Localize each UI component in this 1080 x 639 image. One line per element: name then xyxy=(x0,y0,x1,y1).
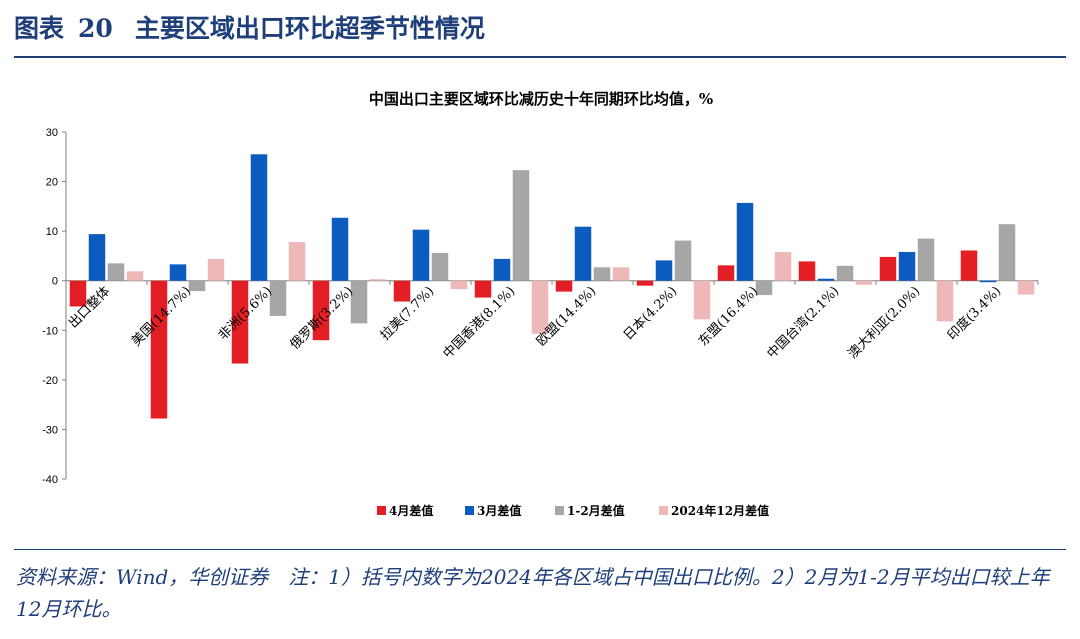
legend-swatch xyxy=(377,506,386,515)
source-footnote: 资料来源：Wind，华创证券 注：1）括号内数字为2024年各区域占中国出口比例… xyxy=(16,565,1050,621)
bar xyxy=(88,234,106,281)
bar xyxy=(312,280,330,341)
y-tick-label: -30 xyxy=(42,424,58,436)
bar xyxy=(431,252,449,281)
bar xyxy=(593,267,611,281)
category-label: 日本(4.2%) xyxy=(621,284,681,344)
bar xyxy=(574,226,592,281)
category-label: 中国台湾(2.1%) xyxy=(764,283,843,362)
bar xyxy=(493,258,511,281)
bars-layer xyxy=(69,154,1035,419)
bar xyxy=(693,280,711,320)
bar xyxy=(636,280,654,286)
legend-label: 1-2月差值 xyxy=(567,503,625,518)
bar xyxy=(855,280,873,285)
figure-label: 图表 xyxy=(14,14,65,43)
legend-swatch xyxy=(465,506,474,515)
bar xyxy=(936,280,954,322)
bar xyxy=(512,170,530,281)
bar xyxy=(269,280,287,316)
bar xyxy=(150,280,168,419)
bar xyxy=(879,256,897,281)
bar xyxy=(474,280,492,298)
bar xyxy=(960,250,978,281)
bar xyxy=(288,242,306,281)
bar xyxy=(736,202,754,281)
bar xyxy=(1017,280,1035,295)
bar xyxy=(126,271,144,281)
bar xyxy=(350,280,368,324)
bar xyxy=(393,280,411,302)
bar xyxy=(917,238,935,281)
bar xyxy=(369,279,387,281)
footnote-rule xyxy=(14,549,1066,550)
bar xyxy=(836,265,854,281)
legend-swatch xyxy=(555,506,564,515)
figure-heading: 图表 20 主要区域出口环比超季节性情况 xyxy=(14,9,485,45)
y-tick-label: 20 xyxy=(46,177,58,189)
category-label: 澳大利亚(2.0%) xyxy=(845,283,924,362)
legend: 4月差值 3月差值 1-2月差值 2024年12月差值 xyxy=(377,503,769,518)
y-tick-label: 30 xyxy=(46,127,58,139)
bar xyxy=(69,280,87,307)
bar xyxy=(674,240,692,281)
legend-label: 2024年12月差值 xyxy=(671,503,769,518)
legend-label: 3月差值 xyxy=(477,503,521,518)
bar xyxy=(331,217,349,281)
bar xyxy=(612,267,630,281)
axis-layer: 30 20 10 0 -10 -20 -30 -40 xyxy=(42,127,1039,486)
bar xyxy=(188,280,206,292)
figure-number: 20 xyxy=(78,14,113,43)
figure-title: 主要区域出口环比超季节性情况 xyxy=(134,14,485,43)
bar xyxy=(531,280,549,334)
y-tick-label: -20 xyxy=(42,375,58,387)
bar xyxy=(898,251,916,281)
bar xyxy=(107,263,125,281)
chart-title: 中国出口主要区域环比减历史十年同期环比均值，% xyxy=(369,90,713,108)
heading-rule xyxy=(14,56,1066,58)
y-tick-label: 0 xyxy=(52,276,58,288)
legend-swatch xyxy=(659,506,668,515)
bar xyxy=(717,265,735,281)
bar xyxy=(655,260,673,281)
bar xyxy=(207,258,225,281)
bar xyxy=(450,280,468,290)
legend-label: 4月差值 xyxy=(389,503,433,518)
y-tick-label: -40 xyxy=(42,474,58,486)
bar xyxy=(998,224,1016,281)
bar xyxy=(798,261,816,281)
bar-chart: 中国出口主要区域环比减历史十年同期环比均值，% 30 20 10 0 -10 -20 -30… xyxy=(42,90,1039,518)
bar xyxy=(774,251,792,281)
y-tick-label: -10 xyxy=(42,325,58,337)
bar xyxy=(979,280,997,283)
bar xyxy=(755,280,773,296)
bar xyxy=(555,280,573,292)
bar xyxy=(412,229,430,281)
bar xyxy=(250,154,268,281)
bar xyxy=(169,264,187,281)
bar xyxy=(231,280,249,364)
y-tick-label: 10 xyxy=(46,226,58,238)
bar xyxy=(817,278,835,281)
